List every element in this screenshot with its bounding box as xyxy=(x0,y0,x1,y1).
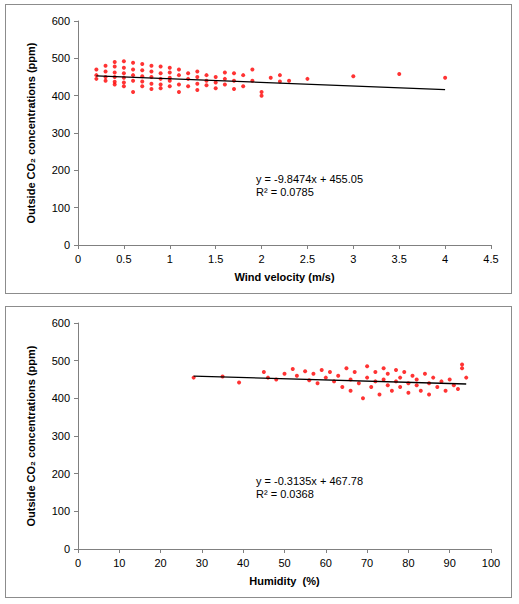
svg-text:300: 300 xyxy=(52,127,70,139)
svg-text:60: 60 xyxy=(320,557,332,569)
svg-text:20: 20 xyxy=(154,557,166,569)
svg-text:R² = 0.0785: R² = 0.0785 xyxy=(256,186,314,198)
svg-text:200: 200 xyxy=(52,468,70,480)
svg-text:0: 0 xyxy=(75,253,81,265)
svg-text:4.5: 4.5 xyxy=(483,253,498,265)
svg-text:600: 600 xyxy=(52,317,70,329)
svg-text:0: 0 xyxy=(64,543,70,555)
svg-text:0: 0 xyxy=(64,239,70,251)
svg-text:y = -9.8474x + 455.05: y = -9.8474x + 455.05 xyxy=(256,173,363,185)
svg-text:300: 300 xyxy=(52,430,70,442)
svg-text:30: 30 xyxy=(196,557,208,569)
svg-text:R² = 0.0368: R² = 0.0368 xyxy=(256,488,314,500)
svg-text:40: 40 xyxy=(237,557,249,569)
svg-text:Outside CO₂ concentrations (pp: Outside CO₂ concentrations (ppm) xyxy=(25,345,37,526)
svg-text:Humidity (%): Humidity (%) xyxy=(249,575,320,587)
svg-text:10: 10 xyxy=(113,557,125,569)
svg-text:90: 90 xyxy=(444,557,456,569)
svg-text:2.5: 2.5 xyxy=(300,253,315,265)
svg-text:Wind velocity (m/s): Wind velocity (m/s) xyxy=(234,271,334,283)
svg-text:2: 2 xyxy=(258,253,264,265)
svg-text:y = -0.3135x + 467.78: y = -0.3135x + 467.78 xyxy=(256,475,363,487)
svg-text:500: 500 xyxy=(52,52,70,64)
svg-text:3.5: 3.5 xyxy=(392,253,407,265)
svg-text:100: 100 xyxy=(482,557,500,569)
svg-text:50: 50 xyxy=(278,557,290,569)
svg-text:100: 100 xyxy=(52,202,70,214)
svg-text:100: 100 xyxy=(52,505,70,517)
svg-text:3: 3 xyxy=(350,253,356,265)
svg-text:400: 400 xyxy=(52,392,70,404)
svg-text:0.5: 0.5 xyxy=(116,253,131,265)
svg-text:600: 600 xyxy=(52,15,70,27)
svg-text:0: 0 xyxy=(75,557,81,569)
svg-text:200: 200 xyxy=(52,164,70,176)
svg-text:Outside CO₂ concentrations (pp: Outside CO₂ concentrations (ppm) xyxy=(25,42,37,223)
svg-text:4: 4 xyxy=(442,253,448,265)
svg-text:500: 500 xyxy=(52,355,70,367)
svg-text:1: 1 xyxy=(167,253,173,265)
svg-text:70: 70 xyxy=(361,557,373,569)
svg-text:1.5: 1.5 xyxy=(208,253,223,265)
svg-text:80: 80 xyxy=(402,557,414,569)
svg-text:400: 400 xyxy=(52,90,70,102)
